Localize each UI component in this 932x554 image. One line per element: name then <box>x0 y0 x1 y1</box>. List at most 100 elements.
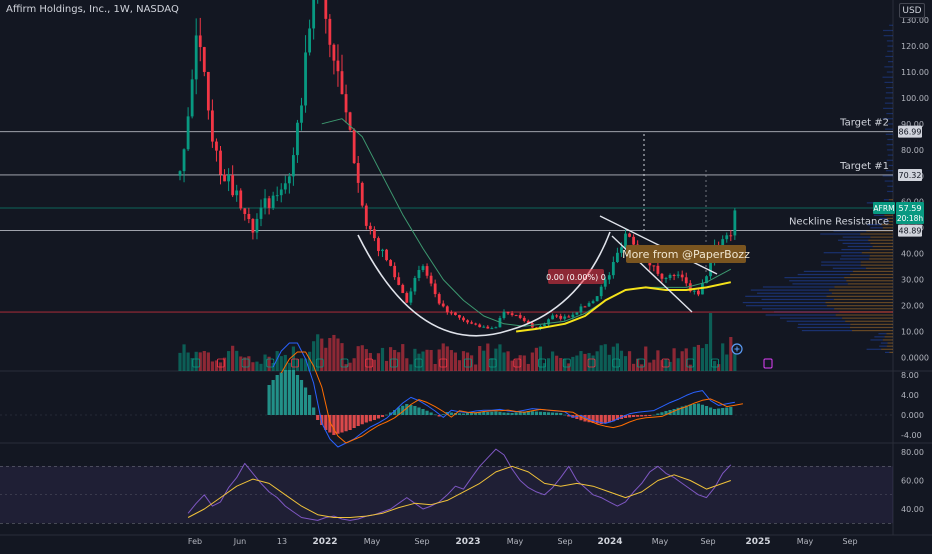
macd-histogram-bar <box>595 415 599 424</box>
volume-bar <box>421 351 425 371</box>
price-axis[interactable]: 130.00120.00110.00100.0090.0080.0070.006… <box>901 16 929 514</box>
candle-body <box>445 306 449 313</box>
volume-bar <box>713 361 717 371</box>
macd-histogram-bar <box>364 415 368 423</box>
macd-histogram-bar <box>295 375 300 415</box>
candle-body <box>616 252 619 263</box>
time-axis-label: 2024 <box>597 537 622 547</box>
volume-bar <box>360 345 364 371</box>
volume-bar <box>372 359 376 371</box>
candle-body <box>352 129 356 164</box>
macd-histogram-bar <box>680 406 684 415</box>
candle-body <box>668 275 672 279</box>
volume-bar <box>708 313 713 371</box>
candle-body <box>336 60 340 72</box>
macd-histogram-bar <box>546 412 551 415</box>
macd-histogram-bar <box>344 415 348 432</box>
macd-histogram-bar <box>461 413 466 415</box>
macd-histogram-bar <box>267 385 271 415</box>
candle-body <box>332 44 336 61</box>
earnings-marker <box>340 358 349 368</box>
macd-pane[interactable] <box>0 342 893 448</box>
volume-profile-bar <box>852 270 893 273</box>
chart-drawings[interactable]: 0.00 (0.00%) 0 More from @PaperBozz <box>357 134 750 337</box>
volume-profile-bar <box>887 50 893 52</box>
time-axis-label: Jun <box>233 537 247 546</box>
volume-bar <box>251 362 255 371</box>
candle-body <box>575 312 579 315</box>
volume-bar <box>198 352 202 371</box>
candle-body <box>267 198 271 208</box>
time-axis-label: 2022 <box>312 537 337 547</box>
macd-histogram-bar <box>494 411 498 415</box>
volume-bar <box>376 353 381 371</box>
volume-bar <box>607 354 611 371</box>
macd-histogram-bar <box>352 415 356 428</box>
candle-body <box>223 174 226 182</box>
volume-profile-bar <box>868 239 893 241</box>
volume-bar <box>380 347 385 371</box>
volume-profile-bar <box>873 214 885 216</box>
macd-histogram-bar <box>348 415 352 430</box>
price-axis-label: 130.00 <box>901 16 929 25</box>
volume-profile-bar <box>884 81 893 84</box>
last-price-label: 57.59 <box>899 204 922 213</box>
volume-bar <box>320 338 324 371</box>
time-axis-label: May <box>652 537 669 546</box>
volume-profile-bar <box>883 199 889 201</box>
candle-body <box>178 171 182 176</box>
price-axis-label: 90.00 <box>901 120 924 129</box>
volume-bar <box>429 350 433 371</box>
candle-body <box>482 326 486 328</box>
candle-body <box>300 105 303 123</box>
candle-body <box>425 266 429 276</box>
macd-histogram-bar <box>283 370 287 415</box>
macd-histogram-bar <box>356 415 360 426</box>
volume-bar <box>672 348 676 371</box>
volume-profile-bar <box>887 342 893 344</box>
volume-bar <box>194 351 198 371</box>
volume-profile-bar <box>803 270 853 273</box>
macd-histogram-bar <box>376 415 381 419</box>
volume-profile-bar <box>746 305 827 307</box>
macd-histogram-bar <box>465 413 470 415</box>
macd-histogram-bar <box>551 412 555 415</box>
macd-histogram-bar <box>397 407 401 415</box>
earnings-marker <box>365 358 374 368</box>
volume-bar <box>725 354 729 371</box>
macd-histogram-bar <box>506 412 510 415</box>
candle-body <box>385 249 388 261</box>
earnings-marker <box>587 358 596 368</box>
measure-label: 0.00 (0.00%) 0 <box>546 273 606 282</box>
price-axis-label: 100.00 <box>901 94 929 103</box>
volume-profile-bar <box>842 236 871 238</box>
volume-profile-bar <box>885 92 893 94</box>
volume-profile-bar <box>889 24 893 26</box>
macd-histogram-bar <box>380 415 385 417</box>
volume-profile-bar <box>826 305 893 307</box>
volume-profile-bar <box>869 249 893 251</box>
currency-button[interactable]: USD <box>899 3 925 18</box>
time-axis[interactable]: Feb Jun 13 2022 May Sep 2023 May Sep 2024 May Sep 20… <box>188 537 858 547</box>
candle-body <box>709 260 712 277</box>
volume-bar <box>644 346 648 371</box>
macd-histogram-bar <box>384 414 389 416</box>
macd-histogram-bar <box>502 412 506 415</box>
macd-histogram-bar <box>308 395 312 415</box>
volume-bar <box>623 356 628 371</box>
macd-histogram-bar <box>441 414 445 415</box>
macd-histogram-bar <box>287 370 291 415</box>
volume-bar <box>393 349 397 371</box>
volume-bar <box>206 352 210 371</box>
volume-profile-bar <box>879 217 887 220</box>
rsi-pane[interactable] <box>0 448 893 524</box>
candle-body <box>296 122 299 156</box>
macd-histogram-bar <box>530 411 534 415</box>
candle-body <box>194 35 198 80</box>
candle-body <box>312 0 316 29</box>
volume-profile-bar <box>845 320 893 322</box>
earnings-markers[interactable] <box>192 343 773 369</box>
